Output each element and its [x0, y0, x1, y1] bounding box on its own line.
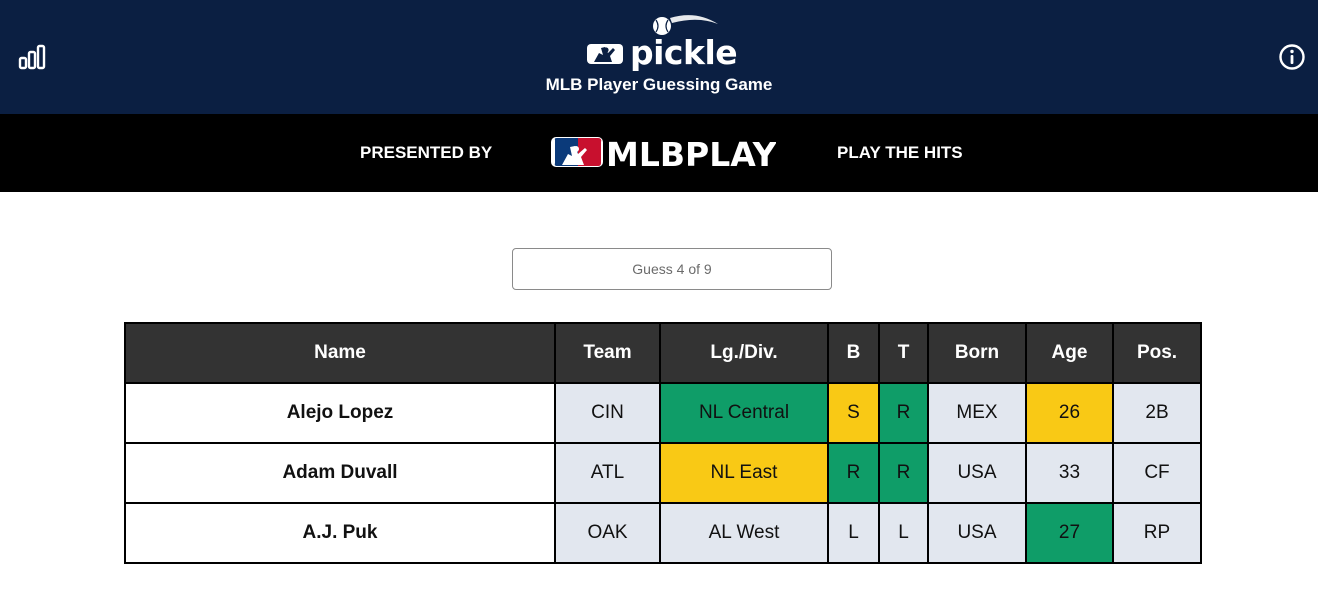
- guess-input[interactable]: [512, 248, 832, 290]
- guess-table: Name Team Lg./Div. B T Born Age Pos. Ale…: [124, 322, 1202, 564]
- header-team: Team: [554, 322, 661, 384]
- age-cell: 33: [1025, 442, 1114, 504]
- logo-wordmark: pickle: [630, 33, 738, 72]
- table-row: Alejo Lopez CIN NL Central S R MEX 26 2B: [124, 382, 1202, 444]
- throws-cell: L: [878, 502, 929, 564]
- pickle-logo: pickle: [586, 12, 738, 72]
- throws-cell: R: [878, 382, 929, 444]
- age-cell: 27: [1025, 502, 1114, 564]
- mlbplay-logo[interactable]: MLBPLAY: [550, 134, 776, 170]
- league-division-cell: AL West: [659, 502, 829, 564]
- player-name: Adam Duvall: [124, 442, 556, 504]
- stats-button[interactable]: [16, 41, 48, 73]
- table-row: A.J. Puk OAK AL West L L USA 27 RP: [124, 502, 1202, 564]
- sponsor-bar: PRESENTED BY MLBPLAY PLAY THE HITS: [0, 114, 1318, 192]
- born-cell: MEX: [927, 382, 1027, 444]
- play-the-hits-link[interactable]: PLAY THE HITS: [837, 143, 963, 162]
- bats-cell: R: [827, 442, 880, 504]
- league-division-cell: NL East: [659, 442, 829, 504]
- bats-cell: L: [827, 502, 880, 564]
- header-name: Name: [124, 322, 556, 384]
- bats-cell: S: [827, 382, 880, 444]
- info-icon: [1279, 44, 1305, 70]
- top-header: pickle MLB Player Guessing Game: [0, 0, 1318, 114]
- player-name: A.J. Puk: [124, 502, 556, 564]
- header-born: Born: [927, 322, 1027, 384]
- position-cell: RP: [1112, 502, 1202, 564]
- age-cell: 26: [1025, 382, 1114, 444]
- position-cell: CF: [1112, 442, 1202, 504]
- header-bats: B: [827, 322, 880, 384]
- table-row: Adam Duvall ATL NL East R R USA 33 CF: [124, 442, 1202, 504]
- header-age: Age: [1025, 322, 1114, 384]
- born-cell: USA: [927, 442, 1027, 504]
- league-division-cell: NL Central: [659, 382, 829, 444]
- bar-chart-icon: [18, 44, 46, 70]
- team-cell: ATL: [554, 442, 661, 504]
- info-button[interactable]: [1277, 42, 1307, 72]
- table-header-row: Name Team Lg./Div. B T Born Age Pos.: [124, 322, 1202, 384]
- player-name: Alejo Lopez: [124, 382, 556, 444]
- team-cell: CIN: [554, 382, 661, 444]
- mlbplay-wordmark: MLBPLAY: [606, 135, 776, 170]
- baseball-icon: [587, 15, 718, 64]
- header-throws: T: [878, 322, 929, 384]
- born-cell: USA: [927, 502, 1027, 564]
- position-cell: 2B: [1112, 382, 1202, 444]
- throws-cell: R: [878, 442, 929, 504]
- header-position: Pos.: [1112, 322, 1202, 384]
- team-cell: OAK: [554, 502, 661, 564]
- header-league-division: Lg./Div.: [659, 322, 829, 384]
- page-subtitle: MLB Player Guessing Game: [545, 75, 773, 94]
- presented-by-label: PRESENTED BY: [360, 143, 493, 162]
